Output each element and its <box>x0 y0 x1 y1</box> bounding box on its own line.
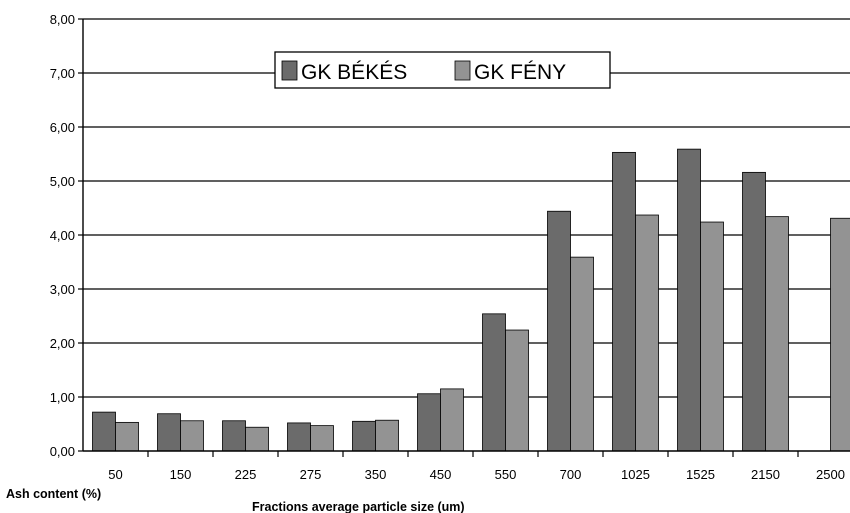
x-tick-label: 2150 <box>751 467 780 482</box>
legend-label-gk-bekes: GK BÉKÉS <box>301 61 407 84</box>
x-tick-label: 50 <box>108 467 122 482</box>
x-tick-label: 450 <box>430 467 452 482</box>
bar-gk-bekes <box>287 422 311 452</box>
y-tick-label: 5,00 <box>50 174 75 189</box>
y-axis-label: Ash content (%) <box>6 487 101 501</box>
x-axis-ticks: 50 150 225 275 350 450 550 700 1025 1525 2150 2500 <box>108 451 845 482</box>
bar-gk-bekes <box>157 413 181 452</box>
bar-gk-feny <box>115 421 139 452</box>
x-tick-label: 700 <box>560 467 582 482</box>
y-tick-label: 6,00 <box>50 120 75 135</box>
bar-gk-feny <box>700 221 724 452</box>
x-tick-label: 150 <box>170 467 192 482</box>
bar-gk-bekes <box>222 420 246 452</box>
y-tick-label: 1,00 <box>50 390 75 405</box>
bar-gk-feny <box>245 426 269 452</box>
bar-gk-feny <box>635 214 659 452</box>
bar-gk-feny <box>375 419 399 452</box>
bar-gk-feny <box>570 256 594 452</box>
x-tick-label: 350 <box>365 467 387 482</box>
legend: GK BÉKÉS GK FÉNY <box>274 51 611 89</box>
x-tick-label: 2500 <box>816 467 845 482</box>
legend-swatch-gk-feny <box>454 60 471 81</box>
bar-gk-feny <box>180 420 204 452</box>
axes <box>82 19 850 452</box>
bar-gk-bekes <box>742 171 766 452</box>
x-tick-label: 1025 <box>621 467 650 482</box>
bar-gk-bekes <box>482 313 506 452</box>
legend-label-gk-feny: GK FÉNY <box>474 61 566 84</box>
x-axis-label: Fractions average particle size (um) <box>252 500 465 513</box>
y-tick-label: 0,00 <box>50 444 75 459</box>
bar-gk-bekes <box>92 411 116 452</box>
x-tick-label: 550 <box>495 467 517 482</box>
y-tick-label: 8,00 <box>50 12 75 27</box>
bar-gk-feny <box>310 425 334 452</box>
legend-swatch-gk-bekes <box>281 60 298 81</box>
bar-gk-feny <box>765 216 789 452</box>
y-tick-label: 2,00 <box>50 336 75 351</box>
bar-gk-bekes <box>612 151 636 452</box>
bar-gk-feny <box>830 217 850 452</box>
y-axis-ticks: 0,00 1,00 2,00 3,00 4,00 5,00 6,00 7,00 8,00 <box>50 12 83 459</box>
bar-gk-feny <box>440 388 464 452</box>
x-tick-label: 225 <box>235 467 257 482</box>
x-tick-label: 1525 <box>686 467 715 482</box>
y-tick-label: 3,00 <box>50 282 75 297</box>
y-tick-label: 4,00 <box>50 228 75 243</box>
bar-gk-bekes <box>547 210 571 452</box>
y-tick-label: 7,00 <box>50 66 75 81</box>
bars <box>92 148 850 452</box>
bar-gk-bekes <box>352 420 376 452</box>
bar-gk-bekes <box>677 148 701 452</box>
x-tick-label: 275 <box>300 467 322 482</box>
bar-gk-bekes <box>417 393 441 452</box>
bar-gk-feny <box>505 329 529 452</box>
gridlines <box>83 18 850 398</box>
